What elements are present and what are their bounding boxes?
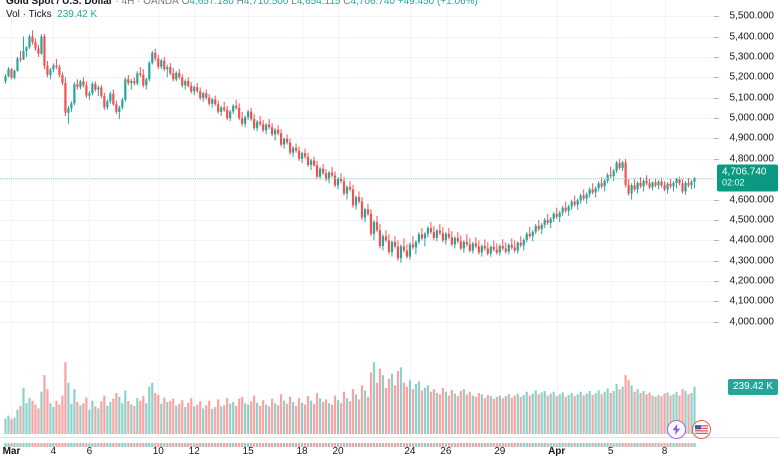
current-price-countdown: 02:02 (722, 177, 745, 188)
time-axis-label: Mar (2, 446, 21, 457)
chart-plot-area[interactable] (0, 0, 714, 437)
bolt-glyph (672, 424, 681, 435)
price-axis[interactable]: 5,500.000 5,400.000 5,300.000 5,200.000 5,10… (714, 0, 780, 437)
chart-legend: Gold Spot / U.S. Dollar · 4H · OANDA O4,… (6, 0, 478, 20)
price-axis-label: 5,100.000 (729, 92, 775, 104)
time-axis-label: 5 (607, 446, 614, 457)
price-axis-tick (714, 220, 719, 221)
price-axis-label: 4,000.000 (729, 316, 775, 328)
legend-volume-title: Vol · Ticks (6, 9, 52, 20)
price-axis-label: 4,400.000 (729, 234, 775, 246)
price-axis-tick (714, 200, 719, 201)
current-price-line (0, 177, 714, 179)
volume-badge[interactable]: 239.42 K (727, 378, 778, 395)
price-axis-tick (714, 37, 719, 38)
legend-low-value: 4,654.115 (296, 0, 341, 7)
price-axis-tick (714, 301, 719, 302)
time-axis-label: 6 (86, 446, 93, 457)
price-axis-tick (714, 261, 719, 262)
legend-open-label: O (181, 0, 190, 7)
price-axis-tick (714, 322, 719, 323)
time-axis-label: Apr (548, 446, 566, 457)
current-price-value: 4,706.740 (722, 166, 767, 178)
legend-exchange[interactable]: OANDA (143, 0, 179, 7)
price-axis-label: 5,300.000 (729, 51, 775, 63)
price-axis-tick (714, 138, 719, 139)
time-axis-label: 26 (440, 446, 452, 457)
legend-symbol[interactable]: Gold Spot / U.S. Dollar (6, 0, 113, 7)
price-axis-tick (714, 240, 719, 241)
price-axis-label: 5,400.000 (729, 31, 775, 43)
legend-volume-value: 239.42 K (57, 9, 98, 20)
price-axis-label: 4,900.000 (729, 132, 775, 144)
price-axis-label: 4,800.000 (729, 153, 775, 165)
price-axis-tick (714, 16, 719, 17)
price-axis-label: 5,200.000 (729, 71, 775, 83)
price-axis-tick (714, 159, 719, 160)
time-axis-label: 10 (152, 446, 164, 457)
legend-change-pct: (+1.06%) (437, 0, 478, 7)
price-axis-tick (714, 77, 719, 78)
volume-series (4, 362, 696, 435)
legend-open-value: 4,657.180 (189, 0, 234, 7)
time-axis-label: 12 (188, 446, 200, 457)
current-price-badge[interactable]: 4,706.740 02:02 (717, 164, 778, 192)
legend-change-abs: +49.450 (397, 0, 435, 7)
legend-interval[interactable]: 4H (121, 0, 135, 7)
lightning-bolt-icon[interactable] (667, 420, 686, 439)
legend-symbol-row[interactable]: Gold Spot / U.S. Dollar · 4H · OANDA O4,… (6, 0, 478, 7)
legend-high-value: 4,710.500 (243, 0, 289, 7)
price-axis-label: 4,500.000 (729, 214, 775, 226)
time-axis-label: 18 (296, 446, 308, 457)
legend-close-value: 4,706.740 (350, 0, 396, 7)
price-axis-tick (714, 281, 719, 282)
time-axis-label: 29 (494, 446, 506, 457)
price-axis-label: 4,300.000 (729, 255, 775, 267)
time-axis-label: 24 (404, 446, 416, 457)
price-axis-tick (714, 118, 719, 119)
price-axis-label: 4,200.000 (729, 275, 775, 287)
session-tick-strip (0, 434, 714, 447)
price-axis-label: 4,600.000 (729, 194, 775, 206)
legend-volume-row[interactable]: Vol · Ticks 239.42 K (6, 9, 478, 20)
price-axis-tick (714, 98, 719, 99)
time-axis[interactable]: Mar 4 6 10 12 15 18 20 24 26 29 Apr 5 8 (0, 437, 780, 471)
legend-high-label: H (236, 0, 244, 7)
time-axis-label: 8 (661, 446, 668, 457)
time-axis-label: 20 (332, 446, 344, 457)
us-flag-icon[interactable] (692, 420, 711, 439)
price-axis-label: 5,000.000 (729, 112, 775, 124)
flag-glyph (695, 425, 708, 434)
time-axis-label: 4 (50, 446, 57, 457)
candlestick-series (4, 30, 696, 263)
price-axis-label: 4,100.000 (729, 295, 775, 307)
time-axis-label: 15 (242, 446, 254, 457)
legend-close-label: C (343, 0, 351, 7)
legend-low-label: L (291, 0, 297, 7)
price-axis-tick (714, 57, 719, 58)
price-axis-label: 5,500.000 (729, 10, 775, 22)
